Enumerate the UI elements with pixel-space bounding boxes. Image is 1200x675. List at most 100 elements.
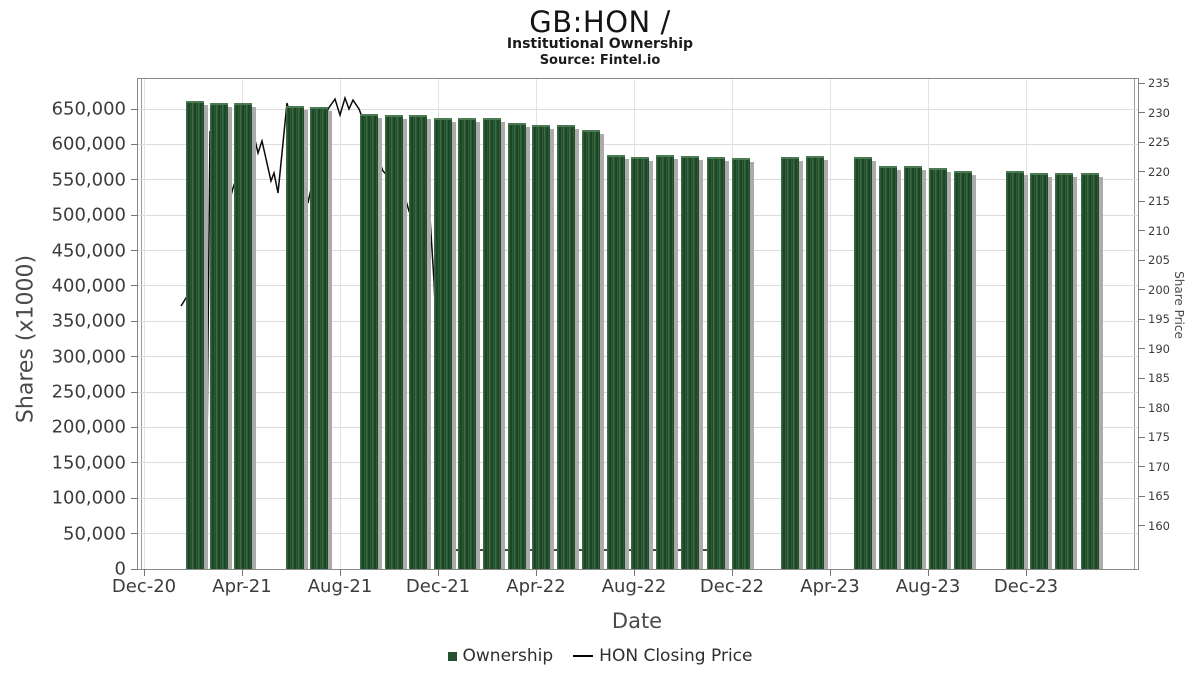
v-gridline	[829, 79, 831, 569]
legend-price-label[interactable]: HON Closing Price	[599, 646, 753, 666]
y-left-tick-label: 300,000	[51, 346, 126, 368]
y-right-tick-mark	[1138, 525, 1145, 526]
ownership-bar[interactable]	[210, 103, 232, 569]
y-left-tick-label: 0	[114, 558, 126, 580]
y-right-tick-label: 170	[1148, 459, 1170, 474]
y-axis-left-label: Shares (x1000)	[13, 254, 39, 424]
y-right-tick-mark	[1138, 141, 1145, 143]
ownership-bar[interactable]	[310, 106, 332, 570]
y-left-tick-label: 150,000	[51, 452, 126, 474]
legend: Ownership HON Closing Price	[0, 646, 1200, 666]
ownership-bar[interactable]	[234, 103, 256, 569]
ownership-bar[interactable]	[707, 156, 729, 570]
ownership-bar[interactable]	[409, 114, 431, 570]
y-left-tick-mark	[131, 285, 138, 287]
y-left-tick-label: 250,000	[51, 381, 126, 403]
x-tick-label: Apr-23	[800, 576, 860, 597]
ownership-bar[interactable]	[508, 122, 530, 570]
x-tick-label: Dec-22	[699, 576, 765, 597]
ownership-bar[interactable]	[458, 118, 480, 569]
y-right-tick-mark	[1138, 171, 1145, 172]
y-right-tick-label: 160	[1148, 518, 1170, 533]
y-right-tick-label: 180	[1148, 400, 1170, 415]
y-left-tick-label: 350,000	[51, 310, 126, 332]
y-right-tick-mark	[1138, 289, 1145, 290]
ownership-bar[interactable]	[186, 101, 208, 569]
ownership-bar[interactable]	[806, 155, 828, 570]
y-right-tick-label: 175	[1148, 430, 1170, 444]
y-right-tick-mark	[1138, 230, 1145, 231]
y-left-tick-label: 450,000	[51, 240, 126, 262]
x-tick-label: Dec-20	[111, 576, 177, 597]
x-tick-label: Aug-22	[601, 576, 667, 597]
ownership-bar[interactable]	[732, 157, 754, 570]
y-right-tick-label: 165	[1148, 489, 1170, 503]
y-left-tick-label: 400,000	[51, 275, 126, 297]
ownership-bar[interactable]	[1030, 172, 1052, 570]
x-tick-mark	[829, 569, 831, 576]
ownership-bar[interactable]	[781, 156, 803, 570]
ownership-bar[interactable]	[532, 124, 554, 570]
y-right-tick-mark	[1138, 200, 1145, 202]
ownership-bar[interactable]	[631, 157, 653, 569]
x-tick-mark	[633, 569, 635, 576]
ownership-bar[interactable]	[557, 124, 579, 570]
ownership-bar[interactable]	[929, 167, 951, 570]
ownership-bar[interactable]	[954, 171, 976, 569]
y-right-tick-label: 235	[1148, 76, 1170, 90]
x-tick-label: Aug-21	[307, 576, 373, 597]
x-tick-mark	[143, 569, 145, 576]
ownership-bar[interactable]	[286, 106, 308, 569]
y-right-tick-mark	[1138, 112, 1145, 113]
y-left-tick-label: 50,000	[63, 523, 126, 545]
ownership-bar[interactable]	[681, 155, 703, 570]
x-tick-label: Dec-21	[405, 576, 471, 597]
ownership-bar[interactable]	[1055, 172, 1077, 570]
y-right-tick-mark	[1138, 495, 1145, 497]
x-tick-mark	[1025, 569, 1027, 576]
y-left-tick-label: 650,000	[51, 98, 126, 120]
y-left-tick-mark	[131, 356, 138, 358]
ownership-bar[interactable]	[904, 166, 926, 569]
ownership-bar[interactable]	[385, 115, 407, 569]
y-right-tick-label: 195	[1148, 312, 1170, 326]
legend-ownership-swatch[interactable]	[447, 651, 457, 661]
y-left-tick-label: 600,000	[51, 133, 126, 155]
v-gridline	[339, 79, 341, 569]
ownership-bar[interactable]	[1006, 170, 1028, 570]
y-left-tick-mark	[131, 391, 138, 393]
ownership-bar[interactable]	[854, 157, 876, 569]
x-tick-mark	[731, 569, 733, 576]
y-left-tick-mark	[131, 108, 138, 110]
y-left-tick-mark	[131, 250, 138, 252]
y-right-tick-mark	[1138, 318, 1145, 320]
y-right-tick-label: 225	[1148, 135, 1170, 149]
x-tick-mark	[927, 569, 929, 576]
plot-inner-left-spine	[141, 79, 142, 569]
y-right-tick-label: 185	[1148, 371, 1170, 385]
legend-price-swatch[interactable]	[573, 655, 594, 657]
y-left-tick-mark	[131, 533, 138, 535]
ownership-bar[interactable]	[434, 117, 456, 570]
y-right-tick-label: 230	[1148, 105, 1170, 120]
ownership-bar[interactable]	[879, 165, 901, 570]
y-right-tick-label: 210	[1148, 223, 1170, 238]
x-tick-mark	[339, 569, 341, 576]
plot-area[interactable]: 0 50,000 100,000 150,000 200,000 250,000 300,0…	[52, 76, 1170, 597]
chart-title: GB:HON /	[529, 5, 671, 39]
y-left-tick-mark	[131, 320, 138, 322]
ownership-bar[interactable]	[582, 130, 604, 569]
ownership-bar[interactable]	[656, 155, 678, 569]
ownership-bar[interactable]	[1081, 172, 1103, 570]
y-right-tick-mark	[1138, 436, 1145, 438]
y-left-tick-label: 100,000	[51, 487, 126, 509]
ownership-bar[interactable]	[607, 155, 629, 569]
y-right-tick-label: 205	[1148, 253, 1170, 267]
y-left-tick-label: 200,000	[51, 416, 126, 438]
ownership-bar[interactable]	[483, 117, 505, 570]
chart-source: Source: Fintel.io	[539, 53, 661, 68]
ownership-bar[interactable]	[360, 114, 382, 569]
legend-ownership-label[interactable]: Ownership	[462, 646, 554, 666]
y-left-tick-mark	[131, 497, 138, 499]
y-left-tick-mark	[131, 462, 138, 464]
